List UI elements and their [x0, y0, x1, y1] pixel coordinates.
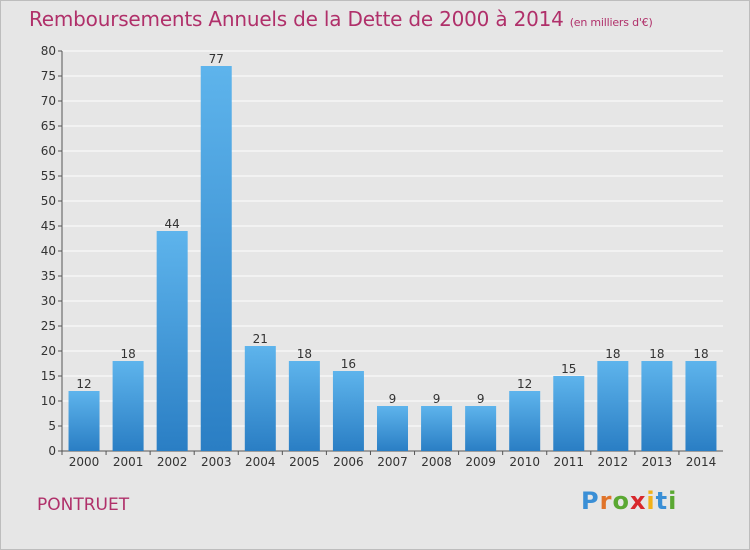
logo-letter: t: [655, 487, 669, 515]
x-tick-label-2006: 2006: [333, 455, 364, 469]
value-label-2013: 18: [649, 347, 664, 361]
bar-2006: [332, 371, 364, 451]
y-tick-label: 25: [41, 319, 56, 333]
logo-letter: x: [629, 487, 647, 515]
x-tick-label-2014: 2014: [686, 455, 717, 469]
value-label-2005: 18: [297, 347, 312, 361]
x-tick-label-2010: 2010: [509, 455, 540, 469]
y-tick-label: 40: [41, 244, 56, 258]
x-tick-label-2001: 2001: [113, 455, 144, 469]
x-tick-label-2004: 2004: [245, 455, 276, 469]
bar-2005: [288, 361, 320, 451]
y-tick-labels: 0 5 10 15 20 25 30 35 40 45 50 55 60 65 70 75 80: [41, 44, 56, 458]
value-label-2004: 21: [253, 332, 268, 346]
bars: [68, 66, 717, 451]
value-label-2009: 9: [477, 392, 485, 406]
x-tick-label-2005: 2005: [289, 455, 320, 469]
value-label-2006: 16: [341, 357, 356, 371]
bar-chart: 0 5 10 15 20 25 30 35 40 45 50 55 60 65 70 75 80 12 18 44 7…: [41, 44, 723, 469]
value-label-2003: 77: [209, 52, 224, 66]
chart-unit-label: (en milliers d'€): [569, 16, 653, 29]
bar-2008: [421, 406, 453, 451]
value-label-2008: 9: [433, 392, 441, 406]
y-tick-label: 35: [41, 269, 56, 283]
y-tick-label: 50: [41, 194, 56, 208]
logo-letter: o: [612, 487, 630, 515]
value-label-2012: 18: [605, 347, 620, 361]
bar-2003: [200, 66, 232, 451]
logo-letter: i: [646, 487, 656, 515]
y-tick-label: 65: [41, 119, 56, 133]
commune-name: PONTRUET: [37, 495, 130, 515]
value-labels: 12 18 44 77 21 18 16 9 9 9 12 15 18 18 18: [76, 52, 708, 406]
y-tick-label: 30: [41, 294, 56, 308]
value-label-2007: 9: [389, 392, 397, 406]
bar-2013: [641, 361, 673, 451]
y-tick-label: 15: [41, 369, 56, 383]
bar-2009: [465, 406, 497, 451]
logo-letter: i: [668, 487, 678, 515]
logo-letter: P: [581, 487, 600, 515]
value-label-2011: 15: [561, 362, 576, 376]
proxiti-logo: Proxiti: [581, 487, 677, 515]
x-tick-label-2011: 2011: [553, 455, 584, 469]
value-label-2000: 12: [76, 377, 91, 391]
bar-2002: [156, 231, 188, 451]
y-tick-label: 20: [41, 344, 56, 358]
y-tick-label: 75: [41, 69, 56, 83]
x-tick-label-2000: 2000: [69, 455, 100, 469]
bar-2014: [685, 361, 717, 451]
bar-2011: [553, 376, 585, 451]
x-tick-label-2007: 2007: [377, 455, 408, 469]
x-tick-label-2003: 2003: [201, 455, 232, 469]
bar-2004: [244, 346, 276, 451]
bar-2000: [68, 391, 100, 451]
y-tick-label: 60: [41, 144, 56, 158]
y-tick-label: 80: [41, 44, 56, 58]
y-tick-label: 5: [48, 419, 56, 433]
chart-title: Remboursements Annuels de la Dette de 20…: [29, 7, 653, 31]
value-label-2001: 18: [120, 347, 135, 361]
y-tick-label: 10: [41, 394, 56, 408]
x-tick-label-2002: 2002: [157, 455, 188, 469]
bar-2001: [112, 361, 144, 451]
x-tick-label-2013: 2013: [642, 455, 673, 469]
chart-title-text: Remboursements Annuels de la Dette de 20…: [29, 7, 564, 31]
bar-2010: [509, 391, 541, 451]
y-tick-label: 55: [41, 169, 56, 183]
x-tick-label-2008: 2008: [421, 455, 452, 469]
value-label-2002: 44: [165, 217, 180, 231]
y-tick-label: 70: [41, 94, 56, 108]
value-label-2010: 12: [517, 377, 532, 391]
y-tick-label: 0: [48, 444, 56, 458]
y-tick-label: 45: [41, 219, 56, 233]
x-tick-label-2012: 2012: [598, 455, 629, 469]
bar-2007: [377, 406, 408, 451]
value-label-2014: 18: [693, 347, 708, 361]
x-tick-label-2009: 2009: [465, 455, 496, 469]
x-tick-labels: 2000 2001 2002 2003 2004 2005 2006 2007 2008 2009…: [61, 451, 717, 469]
logo-letter: r: [599, 487, 613, 515]
bar-2012: [597, 361, 629, 451]
